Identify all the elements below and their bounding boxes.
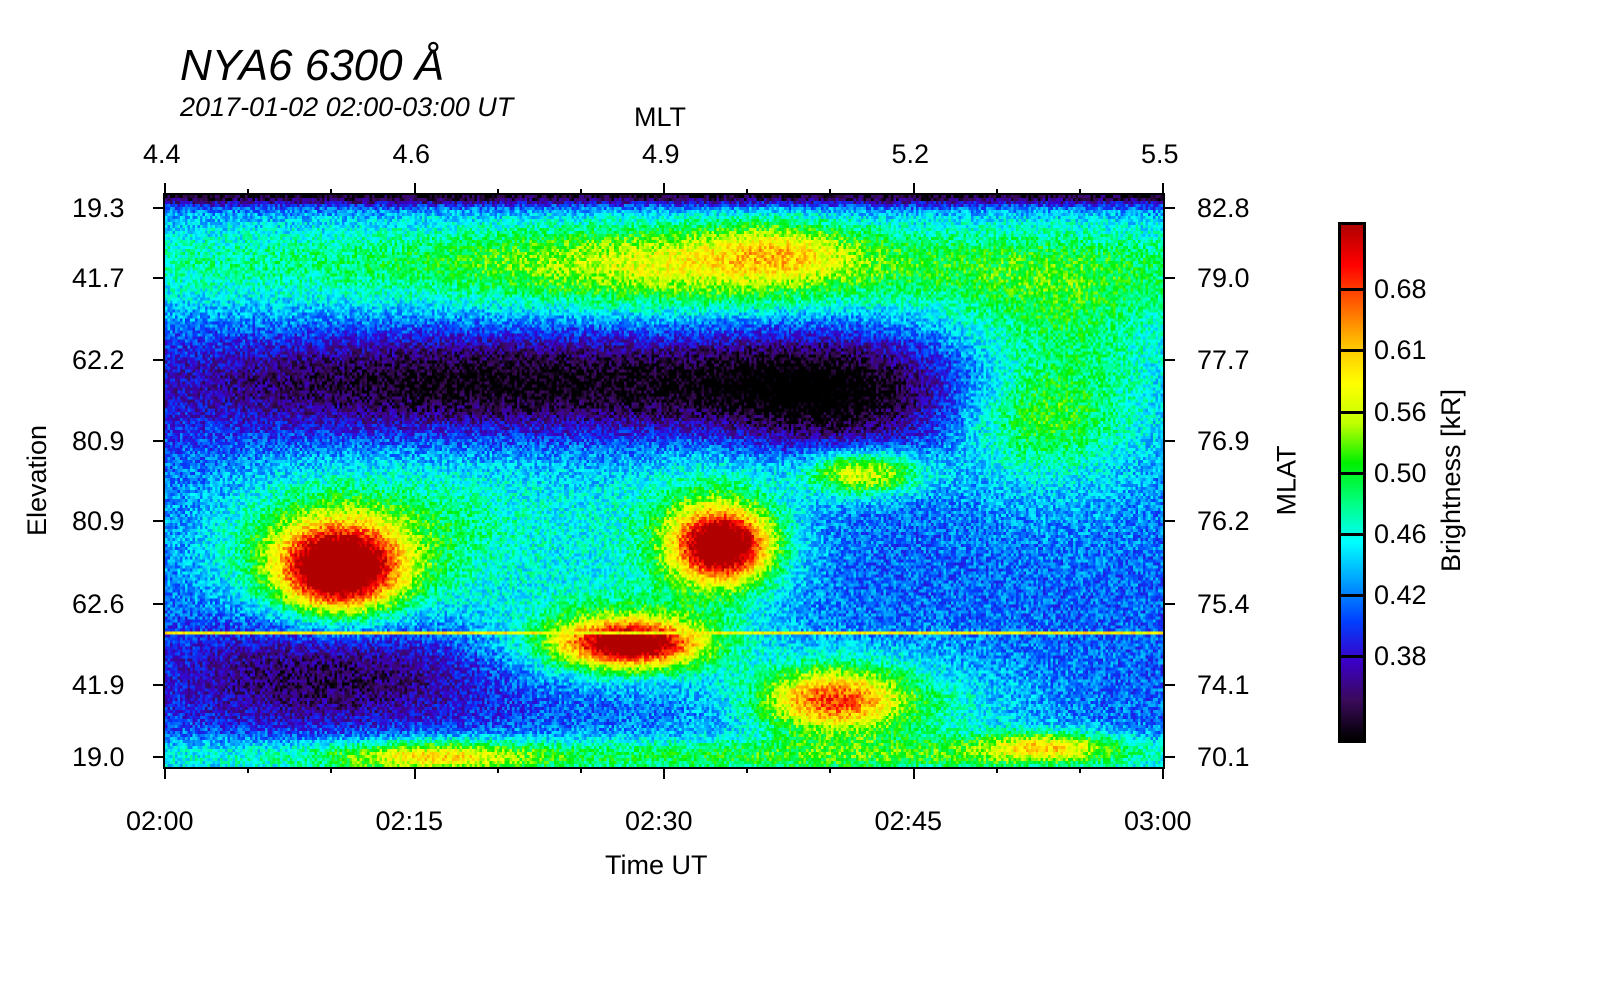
bottom-axis-tick xyxy=(413,767,416,779)
right-axis-tick xyxy=(1163,684,1175,686)
top-axis-tick xyxy=(496,189,499,195)
top-tick-label: 5.5 xyxy=(1141,139,1179,169)
bottom-axis-tick xyxy=(496,767,499,773)
right-tick-label: 77.7 xyxy=(1197,345,1250,375)
plot-frame xyxy=(163,193,1165,769)
left-axis-tick xyxy=(153,756,165,758)
bottom-axis-tick xyxy=(1078,767,1081,773)
bottom-axis-tick xyxy=(579,767,582,773)
y-tick-label: 62.2 xyxy=(72,345,125,375)
y-tick-label: 41.9 xyxy=(72,670,125,700)
x-tick-label: 02:15 xyxy=(375,806,444,836)
bottom-axis-tick xyxy=(746,767,749,773)
top-axis-tick xyxy=(746,189,749,195)
right-tick-label: 76.2 xyxy=(1197,506,1250,536)
right-axis-tick xyxy=(1163,207,1175,209)
keogram-heatmap xyxy=(165,195,1163,767)
y-axis-label: Elevation xyxy=(22,424,53,537)
y-tick-label: 19.3 xyxy=(72,193,125,223)
left-axis-tick xyxy=(153,359,165,361)
x-tick-label: 02:30 xyxy=(625,806,693,836)
colorbar-boundary xyxy=(1341,411,1363,414)
top-axis-tick xyxy=(413,183,416,195)
x-tick-label: 02:45 xyxy=(874,806,943,836)
left-axis-tick xyxy=(153,603,165,605)
left-axis-tick xyxy=(153,440,165,442)
top-axis-tick xyxy=(579,189,582,195)
colorbar-boundary xyxy=(1341,349,1363,352)
bottom-axis-tick xyxy=(663,767,665,779)
right-axis-label: MLAT xyxy=(1271,445,1302,516)
y-tick-label: 80.9 xyxy=(72,506,125,536)
colorbar-tick-label: 0.42 xyxy=(1374,580,1427,610)
colorbar-tick-label: 0.46 xyxy=(1374,519,1427,549)
colorbar-label: Brightness [kR] xyxy=(1436,388,1467,573)
right-axis-tick xyxy=(1163,756,1175,758)
colorbar-tick-label: 0.61 xyxy=(1374,335,1427,365)
right-axis-tick xyxy=(1163,359,1175,361)
y-tick-label: 62.6 xyxy=(72,589,125,619)
top-axis-tick xyxy=(1162,183,1164,195)
top-axis-tick xyxy=(995,189,998,195)
colorbar-tick-label: 0.56 xyxy=(1374,397,1427,427)
top-axis-tick xyxy=(1078,189,1081,195)
bottom-axis-tick xyxy=(912,767,915,779)
right-axis-tick xyxy=(1163,603,1175,605)
colorbar-tick-label: 0.38 xyxy=(1374,641,1427,671)
right-tick-label: 82.8 xyxy=(1197,193,1250,223)
right-tick-label: 70.1 xyxy=(1197,742,1250,772)
x-axis-label: Time UT xyxy=(605,850,708,880)
top-tick-label: 4.9 xyxy=(642,139,680,169)
chart-subtitle: 2017-01-02 02:00-03:00 UT xyxy=(180,92,514,122)
top-tick-label: 4.6 xyxy=(392,139,431,169)
y-tick-label: 19.0 xyxy=(72,742,125,772)
bottom-axis-tick xyxy=(995,767,998,773)
top-axis-tick xyxy=(330,189,333,195)
top-tick-label: 4.4 xyxy=(143,139,181,169)
colorbar-boundary xyxy=(1341,472,1363,475)
bottom-axis-tick xyxy=(164,767,166,779)
bottom-axis-tick xyxy=(247,767,250,773)
x-tick-label: 02:00 xyxy=(126,806,194,836)
right-axis-tick xyxy=(1163,520,1175,522)
top-axis-label: MLT xyxy=(634,102,686,132)
bottom-axis-tick xyxy=(1162,767,1164,779)
bottom-axis-tick xyxy=(330,767,333,773)
left-axis-tick xyxy=(153,684,165,686)
top-axis-tick xyxy=(912,183,915,195)
y-tick-label: 80.9 xyxy=(72,426,125,456)
bottom-axis-tick xyxy=(829,767,832,773)
top-axis-tick xyxy=(829,189,832,195)
left-axis-tick xyxy=(153,520,165,522)
colorbar-boundary xyxy=(1341,655,1363,658)
colorbar-boundary xyxy=(1341,288,1363,291)
x-tick-label: 03:00 xyxy=(1124,806,1192,836)
top-axis-tick xyxy=(247,189,250,195)
right-axis-tick xyxy=(1163,440,1175,442)
chart-title: NYA6 6300 Å xyxy=(180,41,445,90)
right-tick-label: 74.1 xyxy=(1197,670,1250,700)
top-axis-tick xyxy=(663,183,665,195)
colorbar-tick-label: 0.50 xyxy=(1374,458,1427,488)
top-axis-tick xyxy=(164,183,166,195)
y-tick-label: 41.7 xyxy=(72,263,125,293)
left-axis-tick xyxy=(153,277,165,279)
left-axis-tick xyxy=(153,207,165,209)
right-tick-label: 75.4 xyxy=(1197,589,1250,619)
colorbar-tick-label: 0.68 xyxy=(1374,274,1427,304)
right-axis-tick xyxy=(1163,277,1175,279)
colorbar-boundary xyxy=(1341,533,1363,536)
right-tick-label: 76.9 xyxy=(1197,426,1250,456)
top-tick-label: 5.2 xyxy=(891,139,930,169)
colorbar-boundary xyxy=(1341,594,1363,597)
right-tick-label: 79.0 xyxy=(1197,263,1250,293)
colorbar xyxy=(1338,222,1366,743)
